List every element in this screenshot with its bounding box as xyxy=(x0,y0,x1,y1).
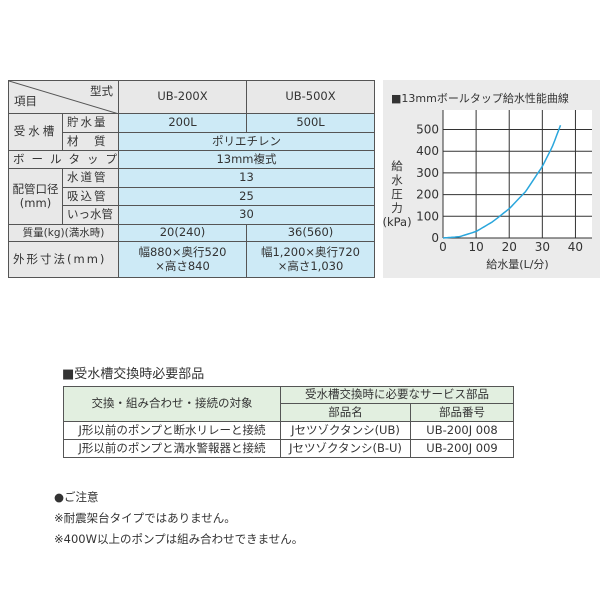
notes-heading: ●ご注意 xyxy=(54,490,99,504)
balltap-label: ボールタップ xyxy=(8,150,119,169)
dims-value: 幅1,200×奥行720 ×高さ1,030 xyxy=(246,241,375,278)
table-row: J形以前のポンプと断水リレーと接続 Jセツゾクタンシ(UB) UB-200J 0… xyxy=(63,421,514,440)
dims-label: 外形寸法(mm) xyxy=(8,241,119,278)
pipe-label-text: 配管口径 xyxy=(12,182,59,197)
performance-chart-panel: ■13mmボールタップ給水性能曲線 0 10 20 30 40 0 100 200 300 400… xyxy=(383,80,600,278)
performance-chart: 0 10 20 30 400100200300400500給水量(L/分)給水圧力(kP… xyxy=(383,110,592,271)
y-axis-label: 力 xyxy=(391,201,403,215)
number-cell: UB-200J 009 xyxy=(410,439,514,458)
table-row: J形以前のポンプと満水警報器と接続 Jセツゾクタンシ(B-U) UB-200J … xyxy=(63,439,514,458)
y-axis-label: 水 xyxy=(391,173,403,187)
y-tick-label: 100 xyxy=(416,209,439,223)
material-value: ポリエチレン xyxy=(118,132,375,151)
spec-table: 項目 型式 UB-200X UB-500X 受水槽 貯水量 200L 500L … xyxy=(8,80,375,278)
corner-right: 型式 xyxy=(90,84,113,98)
overflow-pipe-label: いっ水管 xyxy=(62,205,119,225)
dims-line: 幅880×奥行520 xyxy=(138,245,227,260)
corner-left: 項目 xyxy=(14,93,37,108)
storage-value: 500L xyxy=(246,113,375,133)
corner-header: 項目 型式 xyxy=(8,80,119,114)
y-axis-label: (kPa) xyxy=(383,215,412,229)
mass-value: 20(240) xyxy=(118,224,247,242)
water-pipe-value: 13 xyxy=(118,168,375,188)
model-header: UB-200X xyxy=(118,80,247,114)
diagonal-line xyxy=(9,81,119,114)
performance-curve xyxy=(442,124,562,239)
suction-pipe-label: 吸込管 xyxy=(62,187,119,206)
note-item: ※耐震架台タイプではありません。 xyxy=(54,511,236,525)
y-tick-label: 200 xyxy=(416,188,439,202)
x-tick-label: 40 xyxy=(568,240,583,254)
y-tick-label: 400 xyxy=(416,144,439,158)
note-item: ※400W以上のポンプは組み合わせできません。 xyxy=(54,532,304,546)
x-tick-label: 30 xyxy=(535,240,550,254)
target-cell: J形以前のポンプと断水リレーと接続 xyxy=(63,421,281,440)
dims-line: 幅1,200×奥行720 xyxy=(260,245,360,260)
x-tick-label: 20 xyxy=(502,240,517,254)
parts-title: ■受水槽交換時必要部品 xyxy=(62,367,205,382)
overflow-pipe-value: 30 xyxy=(118,205,375,225)
number-cell: UB-200J 008 xyxy=(410,421,514,440)
chart-title: ■13mmボールタップ給水性能曲線 xyxy=(391,92,569,105)
water-pipe-label: 水道管 xyxy=(62,168,119,188)
suction-pipe-value: 25 xyxy=(118,187,375,206)
name-cell: Jセツゾクタンシ(UB) xyxy=(280,421,411,440)
y-axis-label: 給 xyxy=(391,159,403,173)
y-tick-label: 300 xyxy=(416,166,439,180)
target-cell: J形以前のポンプと満水警報器と接続 xyxy=(63,439,281,458)
group-header: 受水槽交換時に必要なサービス部品 xyxy=(280,386,514,404)
storage-label: 貯水量 xyxy=(62,113,119,133)
name-header: 部品名 xyxy=(280,403,411,422)
target-header: 交換・組み合わせ・接続の対象 xyxy=(63,386,281,422)
storage-value: 200L xyxy=(118,113,247,133)
pipe-unit: (mm) xyxy=(19,195,52,210)
parts-table: 交換・組み合わせ・接続の対象 受水槽交換時に必要なサービス部品 部品名 部品番号… xyxy=(63,386,514,458)
tank-label: 受水槽 xyxy=(8,113,63,151)
number-header: 部品番号 xyxy=(410,403,514,422)
y-tick-label: 0 xyxy=(431,231,439,245)
mass-label: 質量(kg)(満水時) xyxy=(8,224,119,242)
y-axis-label: 圧 xyxy=(391,187,403,201)
dims-line: ×高さ1,030 xyxy=(277,258,344,273)
dims-value: 幅880×奥行520 ×高さ840 xyxy=(118,241,247,278)
mass-value: 36(560) xyxy=(246,224,375,242)
balltap-value: 13mm複式 xyxy=(118,150,375,169)
model-header: UB-500X xyxy=(246,80,375,114)
pipe-label: 配管口径 (mm) xyxy=(8,168,63,225)
material-label: 材 質 xyxy=(62,132,119,151)
x-tick-label: 10 xyxy=(468,240,483,254)
x-axis-label: 給水量(L/分) xyxy=(486,257,548,271)
x-tick-label: 0 xyxy=(439,240,447,254)
y-tick-label: 500 xyxy=(416,123,439,137)
dims-line: ×高さ840 xyxy=(155,258,210,273)
name-cell: Jセツゾクタンシ(B-U) xyxy=(280,439,411,458)
